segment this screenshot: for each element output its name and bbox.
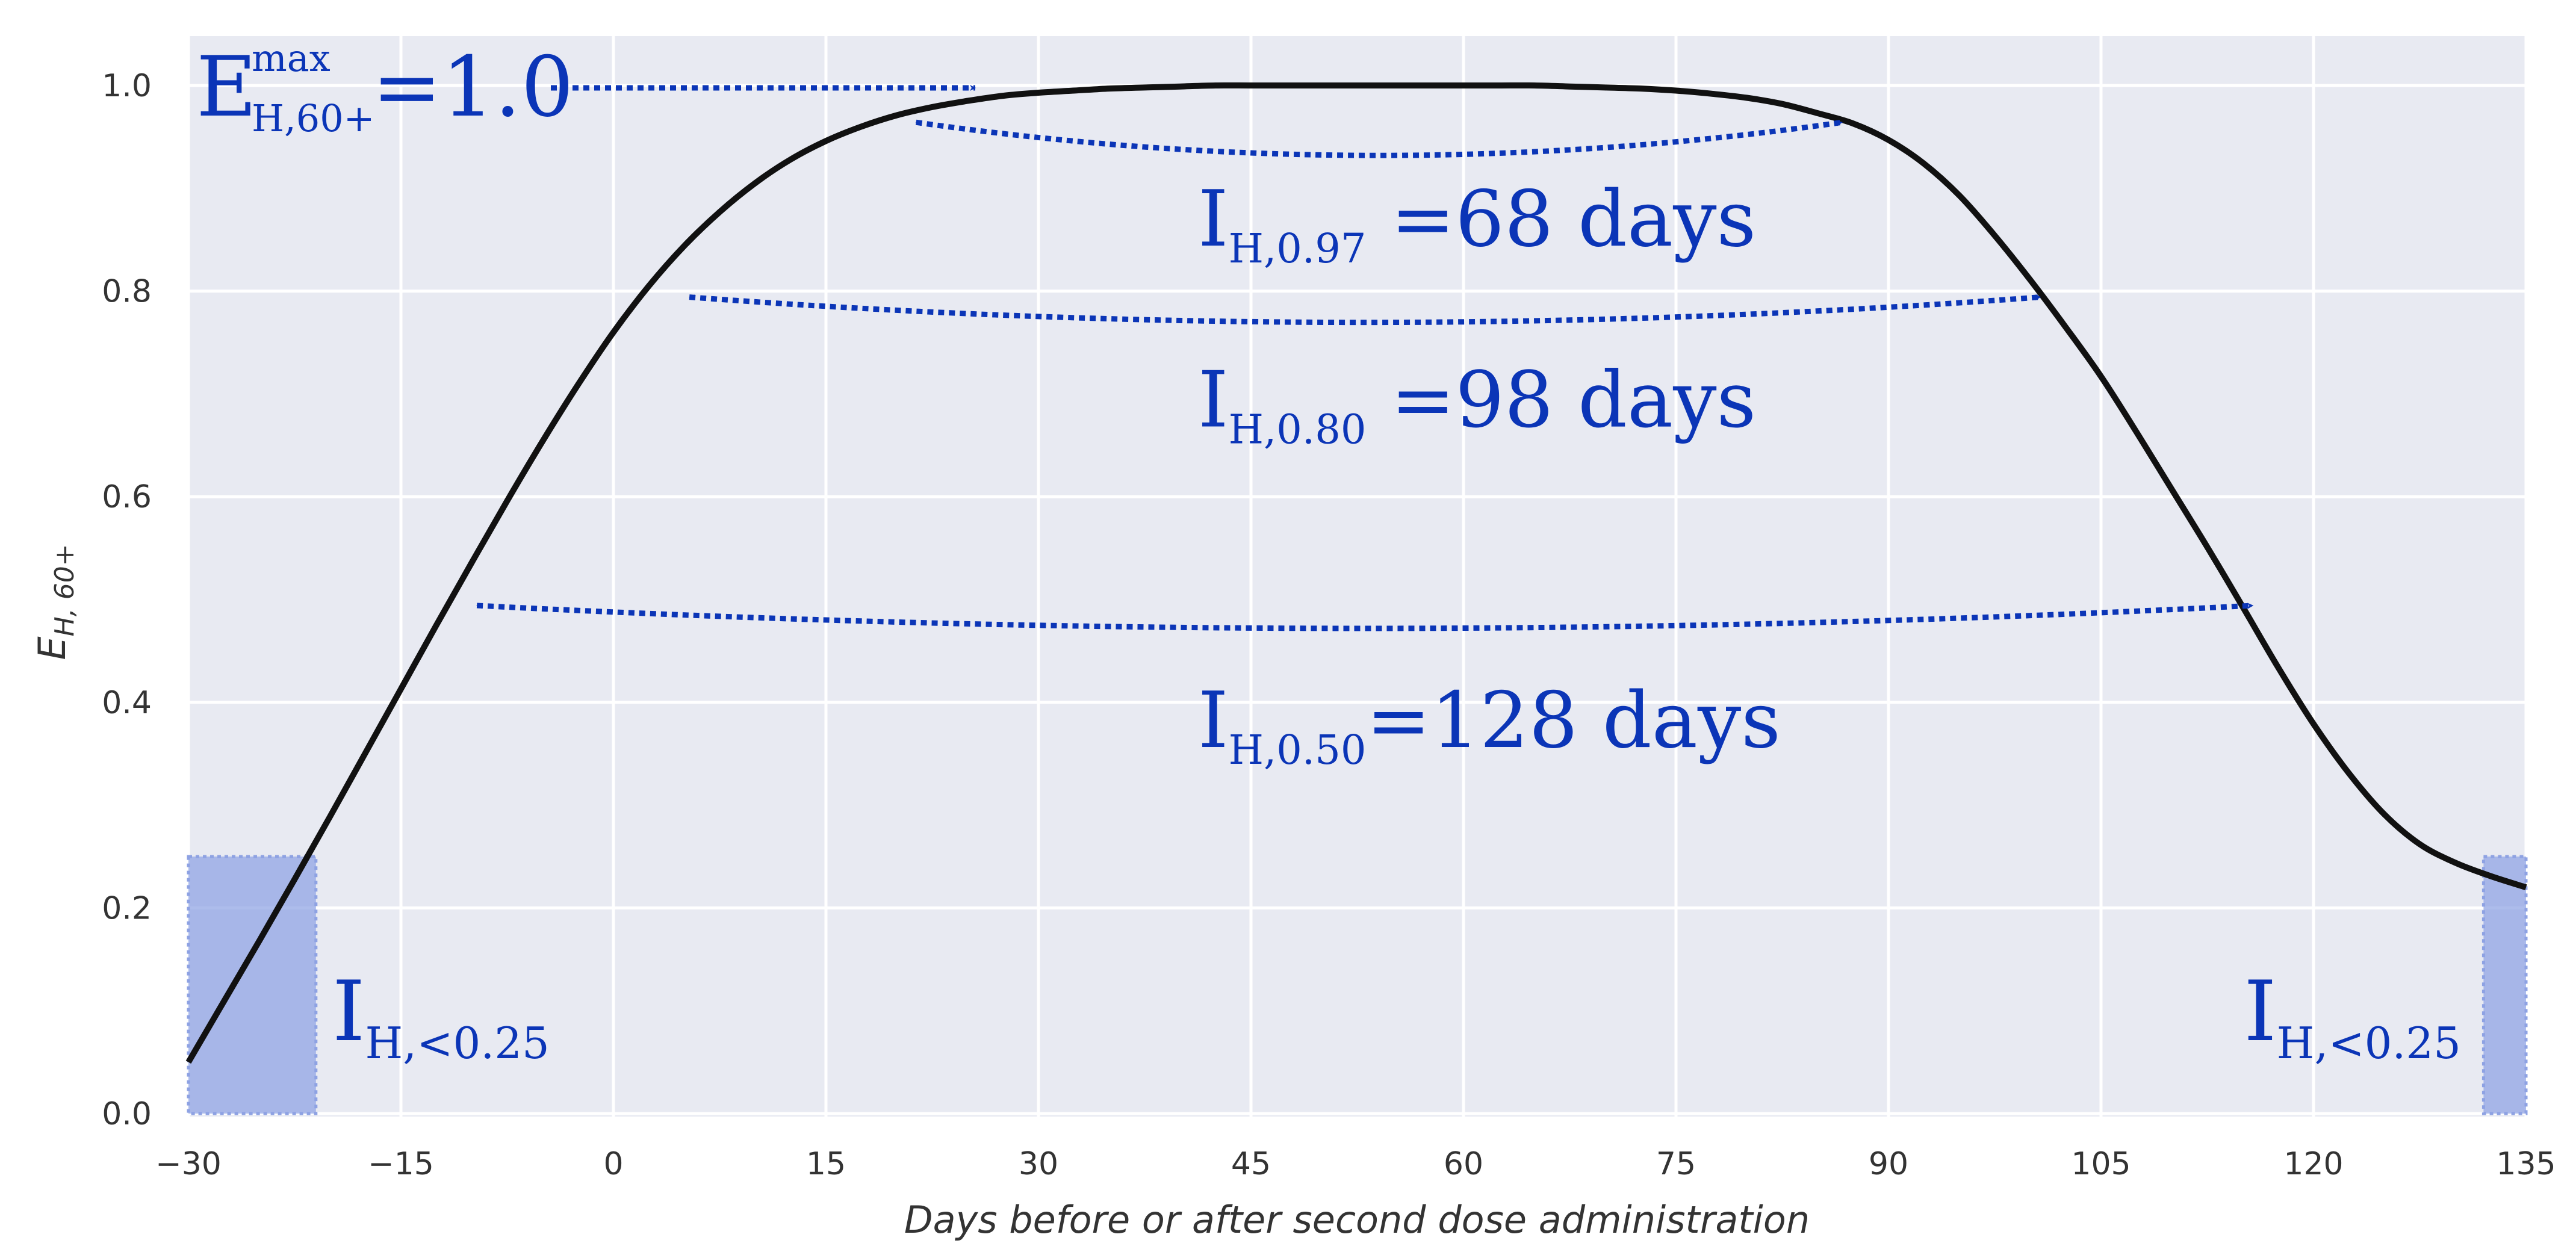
interval-label-sub: H,0.80: [1229, 406, 1367, 453]
interval-label-sub: H,0.50: [1229, 727, 1367, 773]
y-tick-label: 0.8: [102, 274, 152, 310]
max-annotation-sub: H,60+: [252, 96, 375, 140]
x-tick-label: −15: [368, 1146, 434, 1182]
x-tick-label: −30: [155, 1146, 222, 1182]
plot-area: [188, 36, 2526, 1117]
tick-labels: −30 −15 0 15 30 45 60 75 90 105 120 135 0.0 0.2 0.4 0.6…: [102, 68, 2556, 1182]
interval-label-main: I: [1198, 356, 1229, 445]
x-tick-label: 105: [2071, 1146, 2131, 1182]
shaded-region: [2481, 855, 2528, 1115]
x-tick-label: 120: [2283, 1146, 2343, 1182]
max-annotation-sup: max: [252, 36, 331, 80]
x-tick-label: 60: [1444, 1146, 1483, 1182]
low-region-label-left-main: I: [332, 963, 365, 1060]
interval-label-value: =68 days: [1366, 175, 1756, 264]
low-region-label-right-main: I: [2244, 963, 2277, 1060]
y-axis-label-sub: H, 60+: [49, 544, 80, 636]
interval-label: IH,0.50=128 days: [1198, 676, 1781, 773]
max-annotation: Emax H,60+=1.0: [196, 36, 574, 140]
interval-arrow: [689, 294, 2041, 326]
x-tick-label: 90: [1869, 1146, 1908, 1182]
interval-label: IH,0.80 =98 days: [1198, 356, 1756, 453]
low-region-label-right-sub: H,<0.25: [2277, 1018, 2461, 1068]
low-region-label-left-sub: H,<0.25: [365, 1018, 550, 1068]
y-tick-label: 0.0: [102, 1096, 152, 1132]
y-axis-label-main: E: [30, 636, 74, 660]
shaded-regions: [187, 855, 2528, 1115]
y-tick-label: 1.0: [102, 68, 152, 104]
interval-label-main: I: [1198, 676, 1229, 766]
low-region-label-left: IH,<0.25: [332, 963, 550, 1068]
interval-arrow: [476, 603, 2254, 631]
x-tick-label: 45: [1231, 1146, 1271, 1182]
y-tick-label: 0.4: [102, 685, 152, 721]
interval-label-sub: H,0.97: [1229, 225, 1367, 272]
max-annotation-main: E: [196, 39, 257, 135]
y-tick-label: 0.6: [102, 479, 152, 515]
x-tick-label: 15: [806, 1146, 846, 1182]
interval-label-value: =128 days: [1366, 676, 1781, 766]
x-tick-label: 0: [603, 1146, 623, 1182]
series-line: [185, 82, 2527, 1064]
interval-label-value: =98 days: [1366, 356, 1756, 445]
low-region-label-right: IH,<0.25: [2244, 963, 2461, 1068]
y-axis-label: EH, 60+: [30, 544, 80, 660]
max-annotation-value: =1.0: [372, 39, 574, 135]
interval-label: IH,0.97 =68 days: [1198, 175, 1756, 272]
x-axis-label: Days before or after second dose adminis…: [904, 1198, 1810, 1242]
y-tick-label: 0.2: [102, 890, 152, 926]
x-tick-label: 30: [1019, 1146, 1058, 1182]
x-tick-label: 75: [1656, 1146, 1696, 1182]
shaded-region: [187, 855, 318, 1115]
series-layer: [185, 82, 2527, 1064]
interval-label-main: I: [1198, 175, 1229, 264]
x-tick-label: 135: [2496, 1146, 2556, 1182]
